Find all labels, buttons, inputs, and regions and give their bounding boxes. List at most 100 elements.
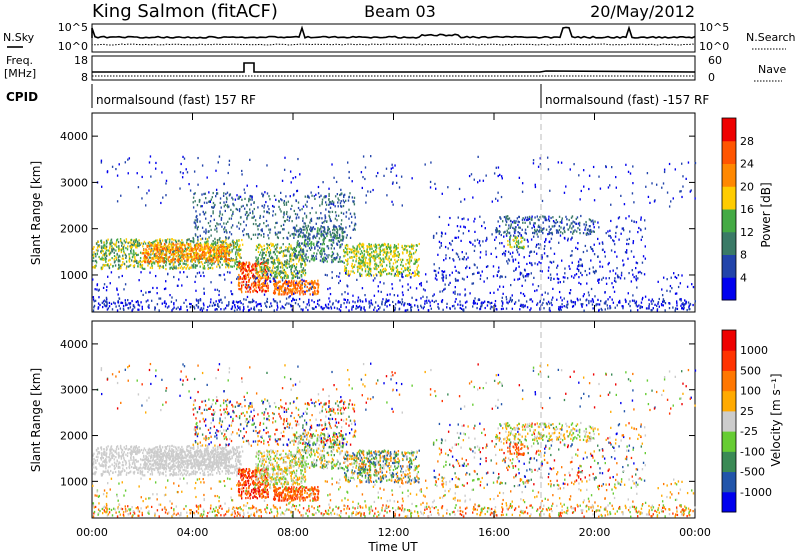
power-cell <box>155 252 157 255</box>
power-cell <box>509 245 511 249</box>
power-cell <box>550 276 552 280</box>
power-cell <box>106 264 109 267</box>
power-cell <box>219 210 221 213</box>
power-cell <box>93 246 95 249</box>
power-cell <box>146 245 149 249</box>
power-cell <box>139 260 141 263</box>
power-cell <box>527 225 529 228</box>
power-cell <box>180 245 183 249</box>
power-cell <box>257 233 259 236</box>
power-cell <box>395 246 398 250</box>
power-cell <box>364 270 367 273</box>
power-cell <box>226 231 228 234</box>
power-cell <box>185 298 187 302</box>
power-cell <box>211 242 213 245</box>
power-cell <box>116 252 118 256</box>
power-cell <box>166 306 169 309</box>
power-cell <box>307 225 310 228</box>
power-cell <box>289 303 292 307</box>
power-cell <box>375 246 378 249</box>
power-cell <box>183 253 186 256</box>
power-cell <box>284 281 286 284</box>
power-cell <box>261 229 263 233</box>
power-cell <box>293 251 295 254</box>
power-cell <box>516 248 518 252</box>
power-cell <box>598 226 600 229</box>
power-cell <box>257 303 259 306</box>
power-cell <box>187 257 190 260</box>
power-cell <box>233 241 235 244</box>
power-cell <box>263 235 265 238</box>
power-cell <box>281 262 284 265</box>
power-cell <box>269 305 271 308</box>
power-cell <box>219 212 221 215</box>
power-cell <box>168 256 171 259</box>
power-cell <box>135 244 137 247</box>
power-cell <box>355 258 358 261</box>
power-cell <box>654 303 656 306</box>
power-cell <box>224 226 226 229</box>
power-cell <box>293 209 296 213</box>
power-cell <box>315 255 317 258</box>
power-cell <box>682 302 684 305</box>
power-cell <box>616 255 618 258</box>
power-cell <box>505 298 508 301</box>
power-cell <box>132 304 135 307</box>
power-cell <box>518 220 520 224</box>
power-cell <box>225 200 228 204</box>
freq-unit-label: [MHz] <box>4 67 36 80</box>
power-cell <box>476 306 478 310</box>
power-cell <box>312 226 315 229</box>
power-cell <box>330 201 332 204</box>
power-cell <box>567 303 569 306</box>
power-cell <box>362 244 364 247</box>
power-cell <box>253 308 256 311</box>
power-cell <box>532 231 534 235</box>
power-cell <box>145 251 147 255</box>
power-cell <box>609 305 611 308</box>
power-cell <box>341 230 343 233</box>
power-cell <box>344 244 347 247</box>
power-cell <box>616 267 618 270</box>
power-cell <box>403 304 405 307</box>
power-cell <box>379 261 381 264</box>
power-cell <box>224 249 227 253</box>
power-cell <box>161 239 164 242</box>
power-cell <box>333 232 336 235</box>
power-cell <box>281 305 283 308</box>
power-cell <box>276 236 279 239</box>
power-cell <box>269 250 271 254</box>
power-cell <box>249 198 251 201</box>
power-cell <box>294 286 297 290</box>
power-cell <box>328 214 330 217</box>
power-cell <box>402 270 405 273</box>
power-cell <box>443 259 445 262</box>
power-cell <box>128 260 131 263</box>
power-cell <box>273 271 275 274</box>
power-cell <box>315 282 317 285</box>
power-cell <box>242 266 244 269</box>
power-cell <box>205 217 207 220</box>
power-cell <box>239 306 241 309</box>
power-cell <box>411 256 413 259</box>
noise-panel: 10^5 10^0 10^5 10^0 N.Sky N.Search <box>3 21 796 53</box>
power-cell <box>242 277 244 280</box>
power-cell <box>454 236 456 239</box>
power-cell <box>325 305 327 308</box>
power-cell <box>260 268 262 271</box>
power-cell <box>382 267 385 271</box>
power-cell <box>124 299 127 302</box>
power-cell <box>200 238 202 241</box>
power-cell <box>230 226 233 229</box>
power-cell <box>537 230 540 233</box>
power-cell <box>190 258 193 262</box>
power-cell <box>125 246 127 250</box>
power-cell <box>213 248 216 251</box>
power-cell <box>281 276 283 280</box>
power-cell <box>210 215 212 218</box>
power-cell <box>122 257 125 260</box>
power-cell <box>316 240 318 243</box>
power-cell <box>162 265 164 268</box>
power-cell <box>150 247 153 250</box>
power-cell <box>193 248 195 252</box>
